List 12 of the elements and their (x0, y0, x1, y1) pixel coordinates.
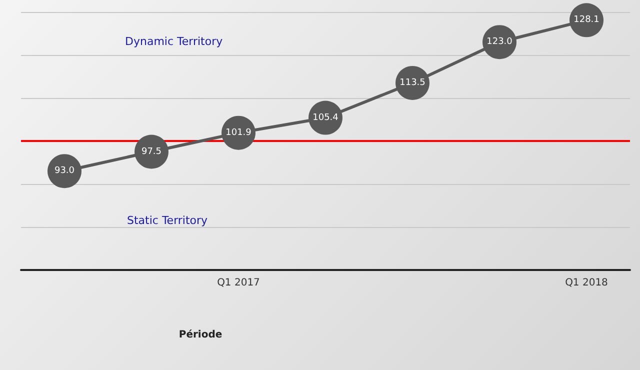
annotation: Static Territory (127, 214, 208, 227)
x-tick-label: Q1 2018 (565, 278, 608, 288)
data-label: 105.4 (312, 112, 339, 123)
data-label: 101.9 (226, 128, 252, 138)
x-tick-label: Q1 2017 (217, 278, 260, 288)
data-label: 97.5 (141, 146, 162, 157)
data-label: 113.5 (400, 78, 426, 88)
x-axis-title: Période (178, 330, 222, 340)
data-label: 123.0 (486, 37, 513, 48)
annotation: Dynamic Territory (125, 35, 224, 48)
data-label: 93.0 (54, 166, 75, 176)
data-label: 128.1 (574, 15, 600, 26)
